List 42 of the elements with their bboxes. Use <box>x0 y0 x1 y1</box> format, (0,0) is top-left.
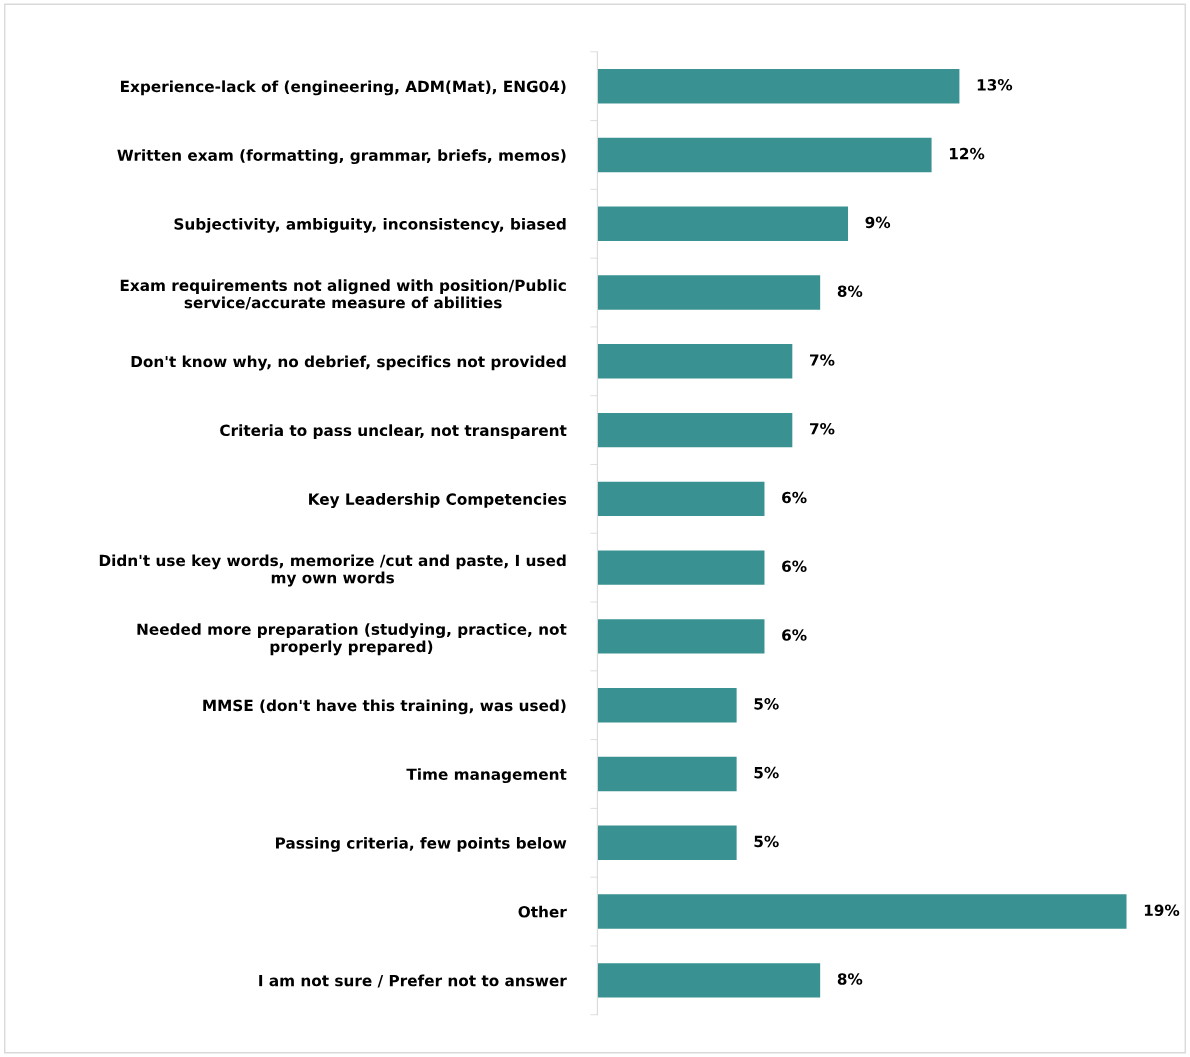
y-tick-label: Written exam (formatting, grammar, briefs, memos) <box>117 149 566 165</box>
y-tick-label: Needed more preparation (studying, practice, not properly prepared) <box>137 623 567 656</box>
data-label: 6% <box>782 491 807 504</box>
y-tick-label: Exam requirements not aligned with position/Public service/accurate measure of abilities <box>120 279 566 310</box>
bar <box>597 688 737 723</box>
bar <box>597 619 765 654</box>
y-tick-label: I am not sure / Prefer not to answer <box>259 974 567 988</box>
bar <box>597 481 765 517</box>
y-tick-label: Subjectivity, ambiguity, inconsistency, biased <box>174 217 566 233</box>
bar <box>597 275 821 310</box>
bar <box>597 137 932 173</box>
data-label: 5% <box>754 766 779 779</box>
y-tick-label: Experience-lack of (engineering, ADM(Mat), ENG04) <box>121 80 566 96</box>
y-tick-label: Passing criteria, few points below <box>276 836 567 852</box>
data-label: 9% <box>865 216 891 229</box>
data-label: 19% <box>1144 904 1180 916</box>
data-label: 7% <box>810 354 835 366</box>
data-label: 5% <box>754 835 779 848</box>
data-label: 12% <box>949 147 985 160</box>
bar <box>597 825 737 860</box>
data-label: 13% <box>977 79 1013 91</box>
bar <box>597 550 765 585</box>
bar <box>597 756 737 792</box>
data-label: 7% <box>810 422 835 435</box>
data-label: 6% <box>782 629 807 641</box>
data-label: 5% <box>754 698 779 710</box>
data-label: 8% <box>837 973 863 985</box>
y-tick-label: MMSE (don't have this training, was used) <box>203 699 566 715</box>
y-tick-label: Don't know why, no debrief, specifics not provided <box>131 355 566 371</box>
y-tick-label: Key Leadership Competencies <box>309 493 567 508</box>
data-label: 6% <box>782 560 807 573</box>
data-label: 8% <box>837 285 863 297</box>
bar <box>597 412 793 448</box>
bar <box>597 68 960 104</box>
bar <box>597 344 793 379</box>
y-tick-label: Time management <box>406 768 567 784</box>
y-tick-label: Didn't use key words, memorize /cut and paste, I used my own words <box>99 554 566 587</box>
bar <box>597 894 1127 929</box>
y-tick-label: Criteria to pass unclear, not transparent <box>220 424 567 440</box>
y-tick-label: Other <box>518 905 567 918</box>
bar <box>597 963 821 998</box>
bar <box>597 206 849 241</box>
